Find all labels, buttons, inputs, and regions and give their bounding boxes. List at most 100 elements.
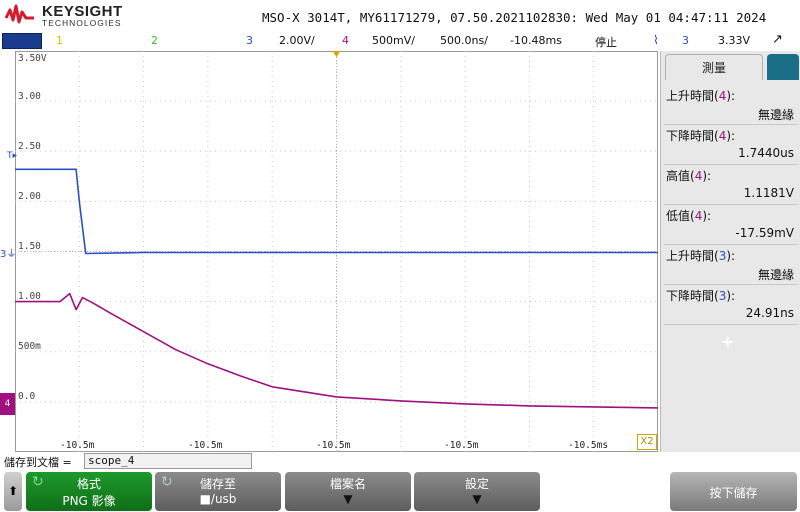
measurement-name: 下降時間 (666, 289, 715, 303)
falling-edge-icon[interactable]: ⌇ (653, 33, 659, 47)
run-state: 停止 (595, 36, 617, 49)
measurement-channel: 4 (718, 89, 727, 103)
save-to-softkey[interactable]: ↻ 儲存至 ■/usb (155, 472, 281, 511)
x-tick-label: -10.5m (444, 440, 479, 451)
ch1-label[interactable]: 1 (56, 34, 63, 47)
ch4-scale[interactable]: 500mV/ (372, 34, 415, 47)
timebase-value[interactable]: 500.0ns/ (440, 34, 488, 47)
measurement-label: 低值(4): (666, 209, 712, 223)
measurement-panel: 測量 + 上升時間(4): 無邊緣 下降時間(4): 1.7440us 高值(4): 1.… (660, 51, 800, 452)
settings-title: 設定 (464, 477, 489, 491)
tab-other[interactable] (767, 54, 799, 80)
keysight-wave-icon (4, 4, 34, 24)
waveform-trace (15, 292, 658, 409)
ch3-scale[interactable]: 2.00V/ (279, 34, 315, 47)
measurement-value: 無邊緣 (757, 268, 794, 282)
delay-value[interactable]: -10.48ms (510, 34, 562, 47)
y-tick-label: 3.00 (18, 91, 41, 102)
measurement-value: -17.59mV (735, 226, 794, 240)
y-tick-label: 2.00 (18, 191, 41, 202)
measurement-value: 1.7440us (738, 146, 794, 160)
ch2-label[interactable]: 2 (151, 34, 158, 47)
cycle-icon: ↻ (161, 474, 173, 490)
file-name-title: 檔案名 (329, 477, 366, 491)
add-measurement-button[interactable]: + (721, 332, 735, 351)
trigger-channel[interactable]: 3 (682, 34, 689, 47)
measurement-name: 下降時間 (666, 129, 715, 143)
ch1-indicator[interactable] (2, 33, 42, 49)
brand-logo: KEYSIGHT TECHNOLOGIES (2, 2, 132, 30)
y-tick-label: 3.50V (18, 53, 47, 64)
measurement-label: 下降時間(3): (666, 289, 736, 303)
trigger-time-marker (332, 51, 341, 57)
cycle-icon: ↻ (32, 474, 44, 490)
press-to-save-title: 按下儲存 (709, 486, 758, 500)
measurement-divider (664, 324, 798, 325)
ch3-ground-marker[interactable]: 3⏚ (0, 249, 17, 260)
measurement-label: 下降時間(4): (666, 129, 736, 143)
channel-bar: 1 2 3 2.00V/ 4 500mV/ 500.0ns/ -10.48ms … (0, 32, 800, 51)
brand-subtitle: TECHNOLOGIES (42, 18, 122, 28)
tab-measure[interactable]: 測量 (665, 54, 763, 80)
y-tick-label: 2.50 (18, 141, 41, 152)
x-tick-label: -10.5m (60, 440, 95, 451)
measurement-channel: 3 (718, 249, 727, 263)
measurement-name: 低值 (666, 209, 691, 223)
y-tick-label: 1.50 (18, 241, 41, 252)
measurement-value: 1.1181V (743, 186, 794, 200)
trigger-marker-label: T (7, 151, 13, 161)
trigger-level[interactable]: 3.33V (718, 34, 751, 47)
y-tick-label: 1.00 (18, 291, 41, 302)
up-arrow-icon: ⬆ (7, 484, 19, 498)
measurement-divider (664, 204, 798, 205)
zoom-indicator: X2 (637, 434, 657, 450)
measurement-label: 上升時間(3): (666, 249, 736, 263)
x-tick-label: -10.5ms (568, 440, 609, 451)
graticule-grid (15, 51, 658, 452)
header: KEYSIGHT TECHNOLOGIES MSO-X 3014T, MY611… (0, 0, 800, 32)
measurement-value: 24.91ns (745, 306, 794, 320)
measurement-name: 上升時間 (666, 89, 715, 103)
panel-tabs: 測量 (661, 51, 800, 81)
submenu-arrow-icon: ▼ (343, 492, 353, 506)
x-tick-label: -10.5m (316, 440, 351, 451)
save-to-title: 儲存至 (199, 477, 236, 491)
trigger-mode-icon[interactable]: ↗ (772, 32, 783, 47)
file-name-field[interactable]: scope_4 (84, 453, 252, 469)
measurement-value: 無邊緣 (757, 108, 794, 122)
back-button[interactable]: ⬆ (4, 472, 22, 511)
measurement-divider (664, 164, 798, 165)
press-to-save-button[interactable]: 按下儲存 (670, 472, 797, 511)
measurement-divider (664, 124, 798, 125)
format-value: PNG 影像 (62, 494, 116, 508)
x-tick-label: -10.5m (188, 440, 223, 451)
measurement-name: 高值 (666, 169, 691, 183)
softkey-bar: ⬆ ↻ 格式 PNG 影像 ↻ 儲存至 ■/usb 檔案名 ▼ 設定 ▼ 按下儲… (0, 470, 800, 512)
measurement-channel: 3 (718, 289, 727, 303)
ch4-ground-marker[interactable]: 4 (0, 393, 15, 415)
measurement-name: 上升時間 (666, 249, 715, 263)
save-to-value: ■/usb (199, 492, 237, 506)
measurement-channel: 4 (694, 209, 703, 223)
y-tick-label: 500m (18, 341, 41, 352)
measurement-label: 高值(4): (666, 169, 712, 183)
file-name-softkey[interactable]: 檔案名 ▼ (285, 472, 411, 511)
measurement-divider (664, 244, 798, 245)
ch4-label[interactable]: 4 (342, 34, 349, 47)
measurement-channel: 4 (694, 169, 703, 183)
measurement-channel: 4 (718, 129, 727, 143)
brand-name: KEYSIGHT (42, 3, 123, 20)
trigger-level-marker[interactable]: T▸ (7, 151, 18, 161)
save-bar: 儲存到文檔 = scope_4 (0, 452, 800, 470)
measurement-divider (664, 284, 798, 285)
waveform-display[interactable] (15, 51, 658, 452)
measurement-label: 上升時間(4): (666, 89, 736, 103)
y-tick-label: 0.0 (18, 391, 36, 402)
waveform-trace (15, 168, 658, 255)
settings-softkey[interactable]: 設定 ▼ (414, 472, 540, 511)
instrument-title: MSO-X 3014T, MY61171279, 07.50.202110283… (262, 10, 767, 25)
ch3-label[interactable]: 3 (246, 34, 253, 47)
submenu-arrow-icon: ▼ (472, 492, 482, 506)
format-softkey[interactable]: ↻ 格式 PNG 影像 (26, 472, 152, 511)
format-title: 格式 (76, 477, 101, 491)
